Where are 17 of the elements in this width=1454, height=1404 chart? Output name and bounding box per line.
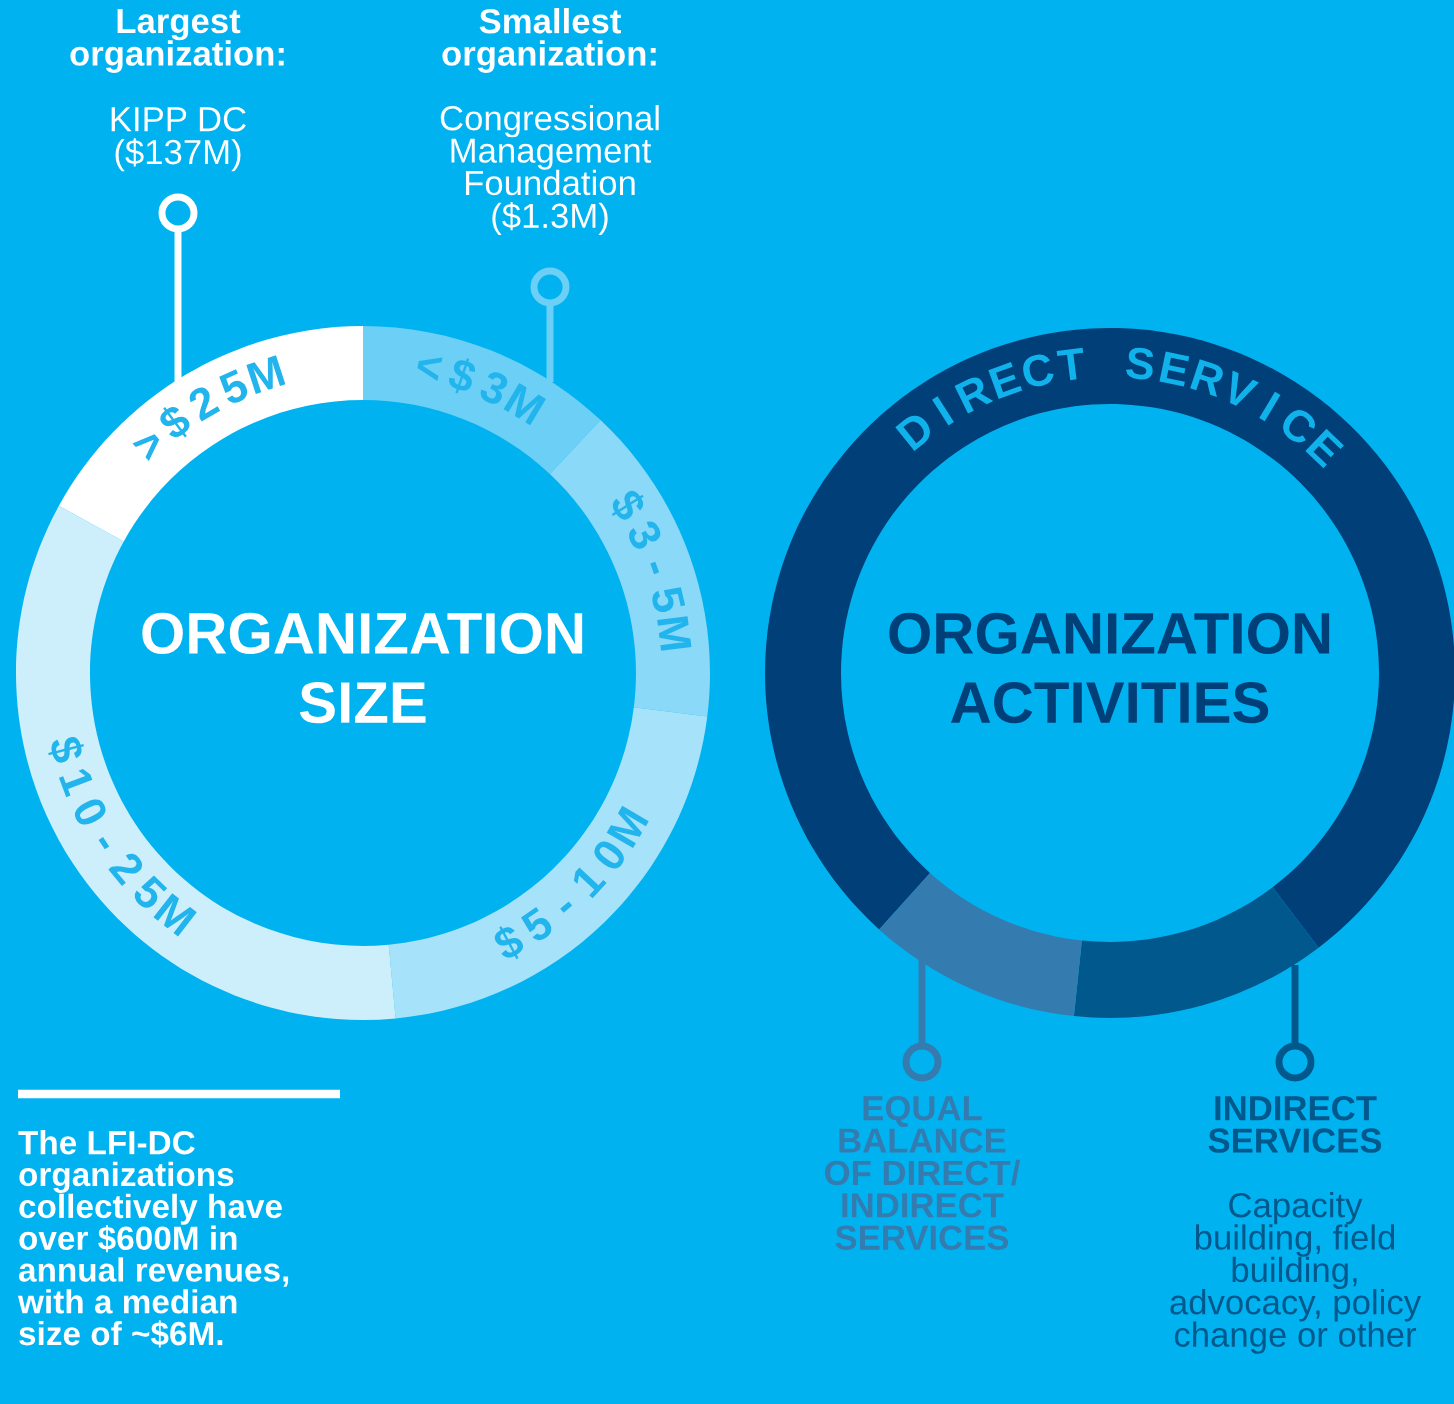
text: ORGANIZATION ACTIVITIES bbox=[889, 612, 1330, 724]
slice-label: $10-25M bbox=[45, 733, 197, 937]
text: Capacity building, field building, advocacy, policy change or other bbox=[1170, 1192, 1422, 1354]
slice-label: $3-5M bbox=[606, 485, 692, 651]
legend-label: <$3M bbox=[415, 352, 546, 426]
text: Smallest organization: bbox=[442, 8, 656, 73]
legend-label: EQUAL BALANCE OF DIRECT/ INDIRECT SERVICES bbox=[825, 1095, 1021, 1250]
text: Congressional Management Foundation ($1.3M) bbox=[440, 105, 659, 235]
legend-label: INDIRECT SERVICES bbox=[1208, 1095, 1382, 1153]
category-label: DIRECT SERVICE bbox=[895, 346, 1345, 469]
donut-slice bbox=[765, 328, 1454, 948]
slice-label: >$25M bbox=[132, 355, 286, 461]
slice-label: $5-10M bbox=[489, 805, 649, 965]
text: ORGANIZATION SIZE bbox=[142, 612, 583, 724]
text: KIPP DC ($137M) bbox=[111, 106, 246, 172]
text: Largest organization: bbox=[70, 9, 284, 73]
text: The LFI-DC organizations collectively have over $600M in annual revenues, with a median size of ~$6M. bbox=[17, 1130, 289, 1348]
